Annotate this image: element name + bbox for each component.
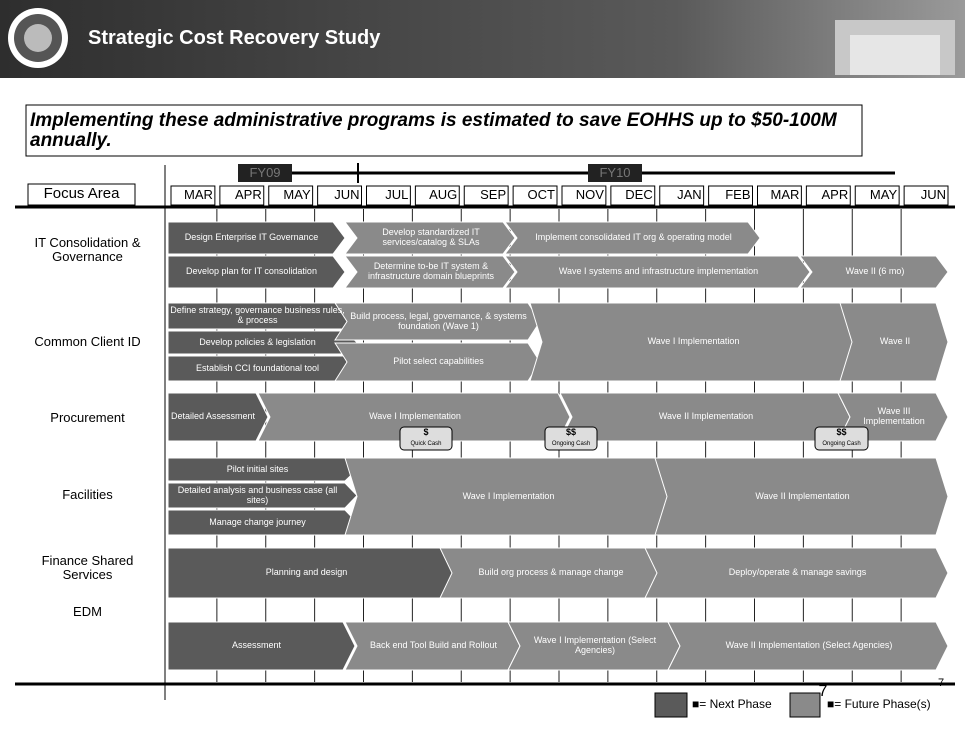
page-number: 7 bbox=[815, 683, 831, 701]
month: MAY bbox=[269, 186, 311, 205]
slide: Strategic Cost Recovery Study Implementi… bbox=[0, 0, 965, 729]
badge-symbol: $$ bbox=[545, 427, 597, 439]
phase-label: Detailed analysis and business case (all… bbox=[170, 483, 345, 508]
focus-area: IT Consolidation & Governance bbox=[15, 230, 160, 270]
month: SEP bbox=[464, 186, 506, 205]
badge-symbol: $ bbox=[400, 427, 452, 439]
subtitle: Implementing these administrative progra… bbox=[30, 106, 860, 155]
month: JUL bbox=[367, 186, 409, 205]
focus-area: Procurement bbox=[15, 398, 160, 438]
phase-label: Wave II Implementation bbox=[669, 458, 936, 535]
fiscal-year: FY09 bbox=[238, 164, 292, 182]
phase-label: Establish CCI foundational tool bbox=[170, 356, 345, 381]
focus-label: Focus Area bbox=[28, 184, 135, 205]
month: JAN bbox=[660, 186, 702, 205]
phase-label: Wave II Implementation bbox=[574, 393, 838, 441]
month: JUN bbox=[318, 186, 360, 205]
focus-area: Facilities bbox=[15, 475, 160, 515]
title: Strategic Cost Recovery Study bbox=[88, 22, 380, 54]
focus-area: Common Client ID bbox=[15, 322, 160, 362]
month: JUN bbox=[904, 186, 946, 205]
phase-label: Build org process & manage change bbox=[454, 548, 648, 598]
phase-label: Wave I Implementation bbox=[359, 458, 658, 535]
phase-label: Planning and design bbox=[170, 548, 443, 598]
phase-label: Deploy/operate & manage savings bbox=[659, 548, 936, 598]
phase-label: Determine to-be IT system & infrastructu… bbox=[359, 256, 503, 288]
month: APR bbox=[220, 186, 262, 205]
legend-label: ■= Next Phase bbox=[692, 695, 802, 715]
phase-label: Build process, legal, governance, & syst… bbox=[349, 303, 528, 340]
phase-label: Wave I Implementation bbox=[544, 303, 843, 381]
legend-label: ■= Future Phase(s) bbox=[827, 695, 947, 715]
badge-label: Ongoing Cash bbox=[545, 439, 597, 449]
phase-label: Wave II bbox=[854, 303, 936, 381]
month: OCT bbox=[513, 186, 555, 205]
fiscal-year: FY10 bbox=[588, 164, 642, 182]
phase-label: Detailed Assessment bbox=[170, 393, 256, 441]
seal bbox=[24, 24, 52, 52]
month: MAR bbox=[758, 186, 800, 205]
phase-label: Assessment bbox=[170, 622, 343, 670]
phase-label: Back end Tool Build and Rollout bbox=[359, 622, 508, 670]
phase-label: Develop policies & legislation bbox=[170, 331, 345, 354]
phase-label: Wave I Implementation (Select Agencies) bbox=[522, 622, 668, 670]
phase-label: Define strategy, governance business rul… bbox=[170, 303, 345, 329]
page-number: 7 bbox=[935, 676, 947, 690]
month: DEC bbox=[611, 186, 653, 205]
month: NOV bbox=[562, 186, 604, 205]
month: MAY bbox=[855, 186, 897, 205]
phase-label: Implement consolidated IT org & operatin… bbox=[519, 222, 748, 254]
phase-label: Manage change journey bbox=[170, 510, 345, 535]
legend-swatch bbox=[655, 693, 687, 717]
phase-label: Pilot initial sites bbox=[170, 458, 345, 481]
phase-label: Wave I systems and infrastructure implem… bbox=[519, 256, 798, 288]
phase-label: Develop standardized IT services/catalog… bbox=[359, 222, 503, 254]
phase-label: Design Enterprise IT Governance bbox=[170, 222, 333, 254]
month: AUG bbox=[415, 186, 457, 205]
focus-area: EDM bbox=[15, 592, 160, 632]
month: MAR bbox=[171, 186, 213, 205]
header-building bbox=[850, 35, 940, 75]
badge-label: Ongoing Cash bbox=[815, 439, 868, 449]
month: FEB bbox=[709, 186, 751, 205]
focus-area: Finance Shared Services bbox=[15, 548, 160, 588]
badge-symbol: $$ bbox=[815, 427, 868, 439]
phase-label: Wave II Implementation (Select Agencies) bbox=[682, 622, 936, 670]
phase-label: Wave II (6 mo) bbox=[814, 256, 936, 288]
phase-label: Develop plan for IT consolidation bbox=[170, 256, 333, 288]
badge-label: Quick Cash bbox=[400, 439, 452, 449]
phase-label: Pilot select capabilities bbox=[349, 343, 528, 381]
month: APR bbox=[806, 186, 848, 205]
